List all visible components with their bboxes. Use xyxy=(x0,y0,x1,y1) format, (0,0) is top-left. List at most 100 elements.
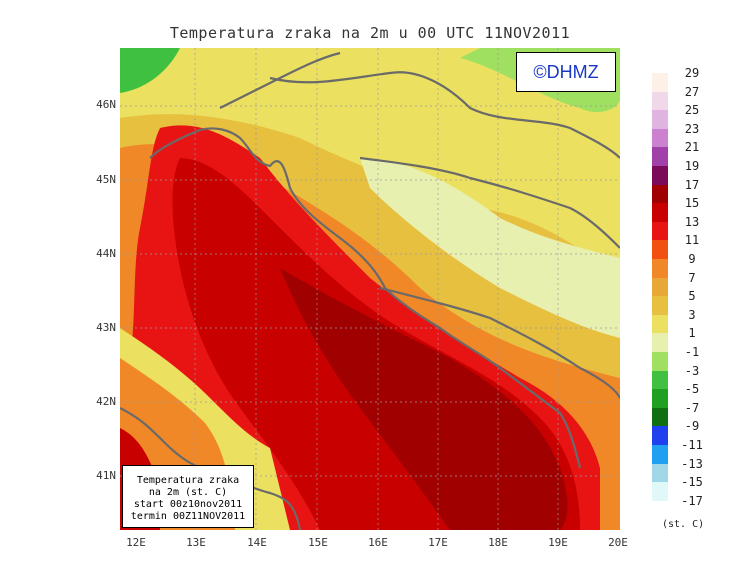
bosnia-border xyxy=(359,156,620,249)
legend-label: 17 xyxy=(684,177,700,192)
lon-label-12e: 12E xyxy=(126,536,146,549)
map-title: Temperatura zraka na 2m u 00 UTC 11NOV20… xyxy=(169,24,571,42)
legend-swatch xyxy=(652,482,668,501)
legend-label: -7 xyxy=(684,400,700,415)
legend-label: -3 xyxy=(684,363,700,378)
legend-label: 29 xyxy=(684,66,700,80)
legend-swatch xyxy=(652,110,668,129)
bosnia-south-border xyxy=(379,286,620,399)
legend-swatch xyxy=(652,73,668,92)
legend-swatch xyxy=(652,277,668,297)
legend-swatch xyxy=(652,128,668,148)
legend-swatch xyxy=(652,296,668,315)
legend-row: 17 xyxy=(652,178,722,204)
legend-swatch xyxy=(652,166,668,185)
legend-unit: (st. C) xyxy=(662,519,705,530)
legend-row: -3 xyxy=(652,364,722,390)
legend-label: 9 xyxy=(688,252,696,266)
legend-row: 21 xyxy=(652,140,722,166)
legend-label: -17 xyxy=(681,493,703,508)
legend-label: -11 xyxy=(681,438,703,452)
legend-swatch xyxy=(652,389,668,408)
info-line-3: start 00z10nov2011 xyxy=(133,499,243,510)
sea-hottest-zone xyxy=(280,268,568,530)
legend-row: -13 xyxy=(652,457,722,483)
lat-label-42n: 42N xyxy=(96,395,116,408)
slovenia-border xyxy=(219,51,341,109)
legend-swatch xyxy=(652,407,668,427)
venice-coastline xyxy=(149,127,241,159)
legend-swatch xyxy=(652,463,668,483)
legend-label: 3 xyxy=(688,307,696,322)
lon-label-20e: 20E xyxy=(608,536,628,549)
legend-row: 15 xyxy=(652,196,722,222)
lon-label-15e: 15E xyxy=(308,536,328,549)
lon-label-13e: 13E xyxy=(186,536,206,549)
info-line-1: Temperatura zraka xyxy=(136,475,240,486)
legend-swatch xyxy=(652,314,668,334)
legend-row: 11 xyxy=(652,233,722,259)
legend-label: 25 xyxy=(684,103,700,118)
legend-label: 15 xyxy=(684,196,700,211)
legend-swatch xyxy=(652,500,668,520)
legend-label: -9 xyxy=(684,419,700,434)
legend-label: 19 xyxy=(684,159,700,173)
legend-row: -9 xyxy=(652,419,722,445)
legend-row: 27 xyxy=(652,85,722,111)
legend-swatch xyxy=(652,147,668,166)
legend-label: 11 xyxy=(684,233,700,248)
copyright-badge: ©DHMZ xyxy=(516,52,616,92)
legend-row: 3 xyxy=(652,308,722,334)
cool-inland-zone xyxy=(360,158,620,338)
legend-label: 7 xyxy=(688,270,696,285)
legend-row: 25 xyxy=(652,103,722,129)
legend-row: -1 xyxy=(652,345,722,371)
legend-label: 21 xyxy=(684,140,700,155)
legend-label: -13 xyxy=(681,456,703,471)
legend-swatch xyxy=(652,352,668,371)
legend-label: 27 xyxy=(684,84,700,99)
info-line-2: na 2m (st. C) xyxy=(148,487,228,498)
legend-label: 23 xyxy=(684,121,700,136)
lon-label-19e: 19E xyxy=(548,536,568,549)
info-line-4: termin 00Z11NOV2011 xyxy=(130,511,246,522)
legend-swatch xyxy=(652,333,668,352)
grid-lines xyxy=(120,48,620,530)
lat-label-45n: 45N xyxy=(96,173,116,186)
legend-swatch xyxy=(652,426,668,445)
legend-row: 29 xyxy=(652,66,722,92)
legend-label: -5 xyxy=(684,382,700,397)
croatia-hungary-border xyxy=(269,71,620,159)
lon-label-14e: 14E xyxy=(247,536,267,549)
legend-row: -17 xyxy=(652,494,722,520)
legend-swatch xyxy=(652,221,668,241)
legend-label: 13 xyxy=(684,214,700,229)
legend-swatch xyxy=(652,184,668,204)
legend-swatch xyxy=(652,445,668,464)
legend-row: 5 xyxy=(652,289,722,315)
cold-zone-northwest xyxy=(120,48,180,93)
lat-label-41n: 41N xyxy=(96,469,116,482)
croatian-coastline xyxy=(239,137,582,469)
legend-swatch xyxy=(652,91,668,111)
info-box: Temperatura zraka na 2m (st. C) start 00… xyxy=(122,465,254,528)
lon-label-16e: 16E xyxy=(368,536,388,549)
legend-row: -11 xyxy=(652,438,722,464)
legend-label: 5 xyxy=(688,289,696,304)
temperature-map xyxy=(120,48,620,530)
legend-swatch xyxy=(652,259,668,278)
lat-label-43n: 43N xyxy=(96,321,116,334)
legend-label: -1 xyxy=(684,345,700,359)
legend-row: 19 xyxy=(652,159,722,185)
legend-row: -7 xyxy=(652,401,722,427)
legend-row: 13 xyxy=(652,215,722,241)
legend-swatch xyxy=(652,203,668,222)
legend-row: -15 xyxy=(652,475,722,501)
legend-label: -15 xyxy=(681,475,703,490)
legend-row: 23 xyxy=(652,122,722,148)
legend-row: 1 xyxy=(652,326,722,352)
lon-label-17e: 17E xyxy=(428,536,448,549)
legend-row: 9 xyxy=(652,252,722,278)
legend-swatch xyxy=(652,370,668,390)
legend-swatch xyxy=(652,240,668,259)
